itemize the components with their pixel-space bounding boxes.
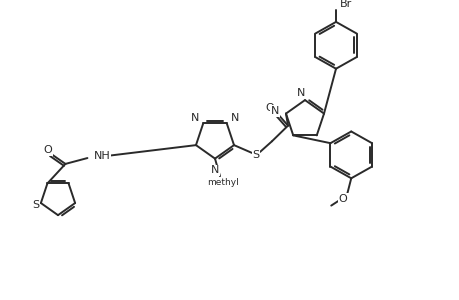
Text: N: N — [190, 113, 199, 123]
Text: O: O — [265, 103, 274, 113]
Text: NH: NH — [93, 151, 110, 161]
Text: O: O — [338, 194, 347, 204]
Text: S: S — [32, 200, 39, 210]
Text: methyl: methyl — [207, 178, 238, 187]
Text: O: O — [43, 145, 52, 155]
Text: N: N — [270, 106, 278, 116]
Text: Br: Br — [339, 0, 352, 9]
Text: N: N — [296, 88, 304, 98]
Text: N: N — [230, 113, 239, 123]
Text: N: N — [210, 165, 218, 176]
Text: S: S — [252, 150, 259, 160]
